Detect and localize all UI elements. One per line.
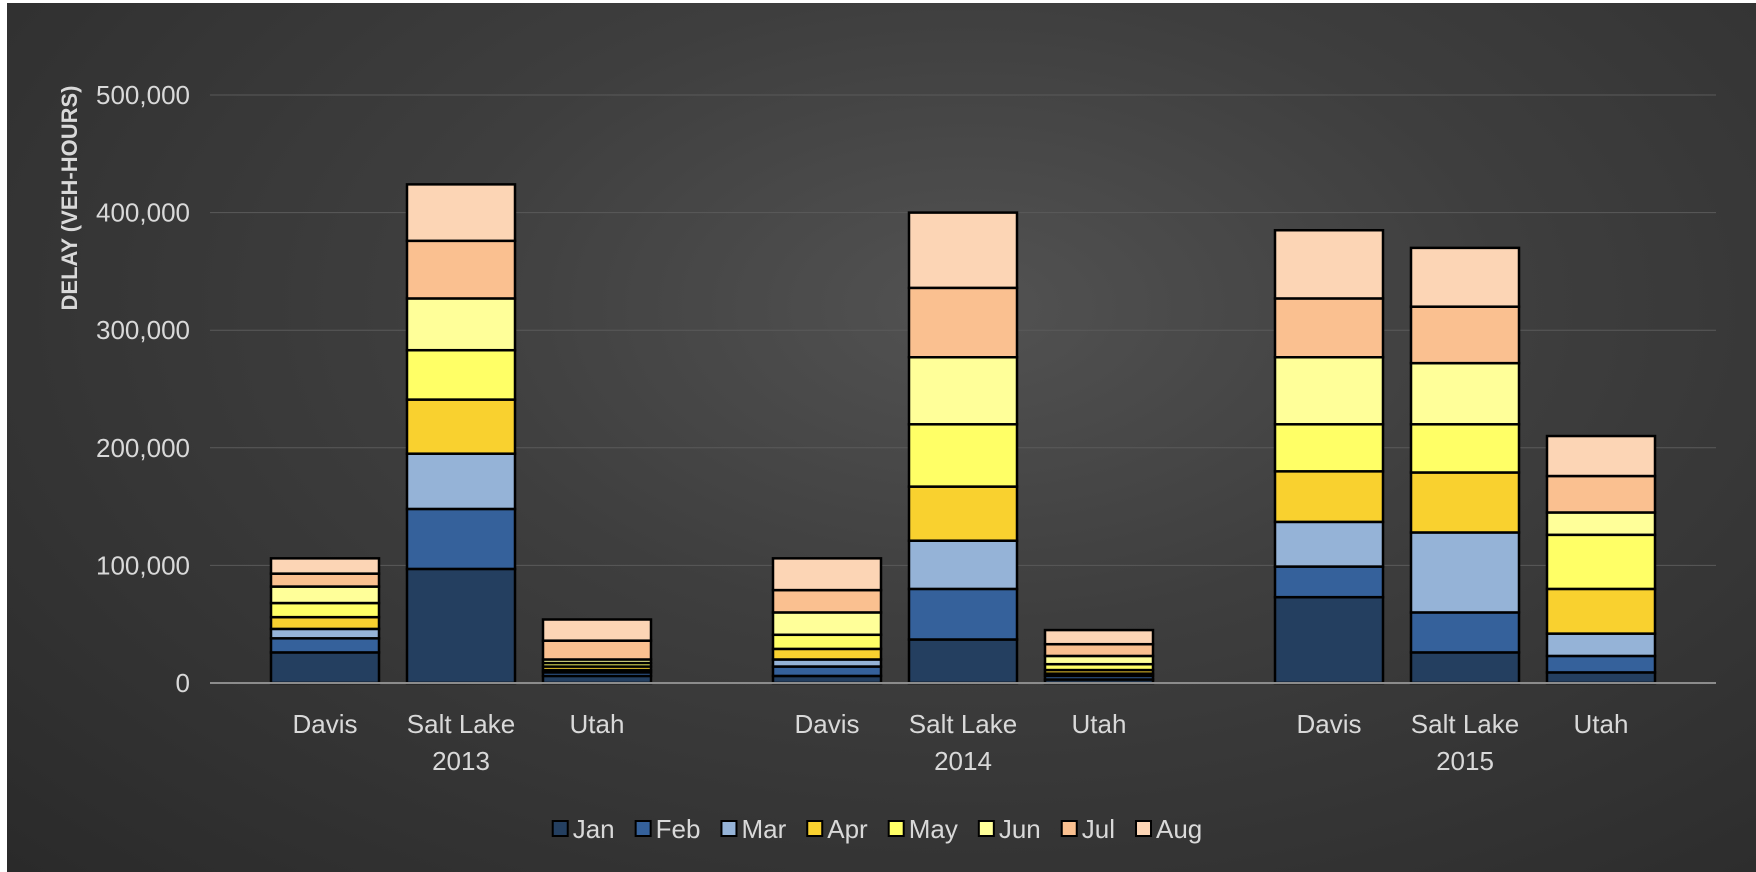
bar-segment xyxy=(1273,423,1385,473)
bar-segment xyxy=(1409,305,1521,365)
y-axis-title: DELAY (VEH-HOURS) xyxy=(57,86,82,311)
x-category-label: Davis xyxy=(1296,709,1361,739)
bar-segment xyxy=(541,639,653,661)
x-group-label: 2015 xyxy=(1436,746,1494,776)
y-axis-tick-labels: 0 100,000 200,000 300,000 400,000 500,000 xyxy=(96,80,190,698)
legend-label: Apr xyxy=(827,814,868,844)
legend: Jan Feb Mar Apr May Jun Jul Aug xyxy=(551,814,1202,844)
legend-swatch xyxy=(806,820,824,837)
bar-segment xyxy=(269,651,381,685)
legend-label: Mar xyxy=(741,814,786,844)
y-tick-label: 100,000 xyxy=(96,550,190,580)
y-tick-label: 0 xyxy=(176,668,190,698)
x-category-label: Utah xyxy=(1072,709,1127,739)
x-category-label: Utah xyxy=(570,709,625,739)
bar-segment xyxy=(771,647,883,661)
legend-swatch xyxy=(1060,820,1078,837)
x-group-label: 2013 xyxy=(432,746,490,776)
bar-segment xyxy=(907,587,1019,641)
x-category-label: Salt Lake xyxy=(407,709,515,739)
bar-segment xyxy=(1545,434,1657,478)
legend-label: May xyxy=(909,814,958,844)
x-category-label: Davis xyxy=(794,709,859,739)
bar-segment xyxy=(1273,565,1385,599)
bar-segment xyxy=(1545,533,1657,591)
bar-segment xyxy=(405,452,517,511)
y-tick-label: 500,000 xyxy=(96,80,190,110)
bar-segment xyxy=(269,601,381,619)
bar-segment xyxy=(405,183,517,243)
bar-segment xyxy=(1409,423,1521,474)
legend-label: Feb xyxy=(656,814,701,844)
x-axis-group-labels: 2013 2014 2015 xyxy=(432,746,1494,776)
legend-swatch xyxy=(977,820,995,837)
x-category-label: Davis xyxy=(292,709,357,739)
bar-segment xyxy=(771,665,883,678)
bar-segment xyxy=(1409,531,1521,614)
bar-segment xyxy=(1545,632,1657,658)
bar-segment xyxy=(1409,361,1521,426)
bar-segment xyxy=(907,286,1019,359)
bar-segment xyxy=(907,423,1019,488)
bar-segment xyxy=(1273,355,1385,426)
y-tick-label: 400,000 xyxy=(96,198,190,228)
bar-segment xyxy=(1043,628,1155,646)
bar-segment xyxy=(1273,595,1385,685)
bar-segment xyxy=(907,211,1019,290)
bar-segment xyxy=(1273,520,1385,568)
bar-segment xyxy=(771,588,883,614)
bar-segment xyxy=(1273,228,1385,300)
x-category-label: Salt Lake xyxy=(1411,709,1519,739)
bar-segment xyxy=(771,557,883,592)
bar-segment xyxy=(1273,470,1385,524)
bar-segment xyxy=(907,539,1019,591)
x-category-label: Utah xyxy=(1574,709,1629,739)
bar-segment xyxy=(405,567,517,685)
y-tick-label: 200,000 xyxy=(96,433,190,463)
bars xyxy=(269,183,1657,685)
x-category-label: Salt Lake xyxy=(909,709,1017,739)
legend-swatch xyxy=(887,820,905,837)
bar-segment xyxy=(907,355,1019,426)
x-axis-category-labels: Davis Salt Lake Utah Davis Salt Lake Utah Davi… xyxy=(292,709,1628,739)
bar-segment xyxy=(269,572,381,588)
bar-segment xyxy=(1545,587,1657,635)
legend-swatch xyxy=(634,820,652,837)
bar-segment xyxy=(1545,654,1657,674)
bar-segment xyxy=(269,585,381,605)
bar-segment xyxy=(405,239,517,300)
bar-segment xyxy=(269,615,381,631)
bar-segment xyxy=(907,638,1019,685)
bar-segment xyxy=(1545,474,1657,514)
bar-segment xyxy=(1273,297,1385,359)
bar-segment xyxy=(405,507,517,571)
bar-segment xyxy=(405,348,517,401)
bar-segment xyxy=(1409,611,1521,654)
bar-segment xyxy=(405,398,517,455)
bar-segment xyxy=(541,618,653,642)
bar-segment xyxy=(771,633,883,651)
legend-swatch xyxy=(551,820,569,837)
legend-label: Jun xyxy=(999,814,1041,844)
bar-segment xyxy=(269,627,381,640)
legend-label: Jul xyxy=(1082,814,1115,844)
bar-segment xyxy=(1409,471,1521,534)
bar-segment xyxy=(269,557,381,575)
legend-swatch xyxy=(720,820,738,837)
bar-segment xyxy=(269,637,381,654)
x-group-label: 2014 xyxy=(934,746,992,776)
legend-label: Jan xyxy=(573,814,615,844)
bar-segment xyxy=(907,485,1019,542)
bar-segment xyxy=(1545,671,1657,685)
bar-segment xyxy=(771,611,883,637)
y-tick-label: 300,000 xyxy=(96,315,190,345)
bar-segment xyxy=(405,297,517,352)
bar-segment xyxy=(1043,642,1155,658)
bar-segment xyxy=(1409,651,1521,685)
legend-swatch xyxy=(1135,820,1153,837)
bar-segment xyxy=(1545,511,1657,537)
legend-label: Aug xyxy=(1156,814,1202,844)
bar-segment xyxy=(1409,246,1521,308)
